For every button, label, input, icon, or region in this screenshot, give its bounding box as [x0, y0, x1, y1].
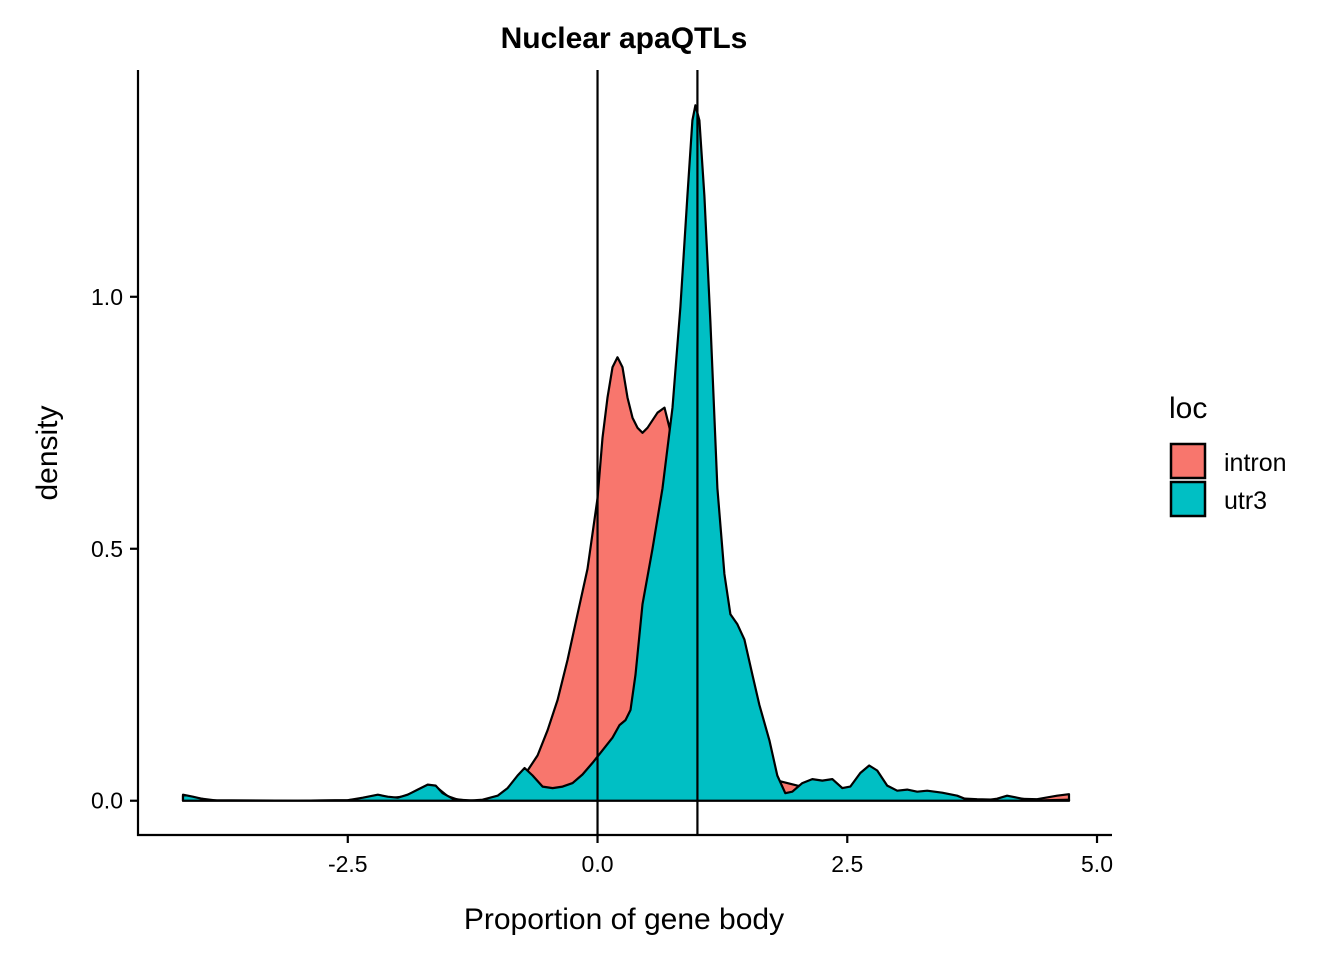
- y-tick-label: 0.0: [91, 788, 123, 814]
- x-axis-title: Proportion of gene body: [464, 903, 784, 936]
- density-area-utr3: [181, 104, 1071, 802]
- chart-title: Nuclear apaQTLs: [501, 22, 748, 55]
- legend-label-intron: intron: [1224, 449, 1287, 477]
- legend-key-utr3: [1169, 480, 1207, 518]
- x-tick-label: 0.0: [582, 851, 614, 877]
- x-tick-label: 2.5: [831, 851, 863, 877]
- y-tick-label: 1.0: [91, 284, 123, 310]
- x-tick-label: 5.0: [1081, 851, 1113, 877]
- y-axis-title: density: [31, 405, 64, 500]
- legend-title: loc: [1169, 392, 1207, 425]
- legend: loc intron utr3: [1169, 392, 1287, 518]
- plot-area: -2.5 0.0 2.5 5.0 0.0 0.5 1.0: [91, 70, 1113, 877]
- x-tick-label: -2.5: [328, 851, 368, 877]
- y-tick-label: 0.5: [91, 536, 123, 562]
- legend-key-intron: [1169, 442, 1207, 480]
- legend-label-utr3: utr3: [1224, 487, 1267, 515]
